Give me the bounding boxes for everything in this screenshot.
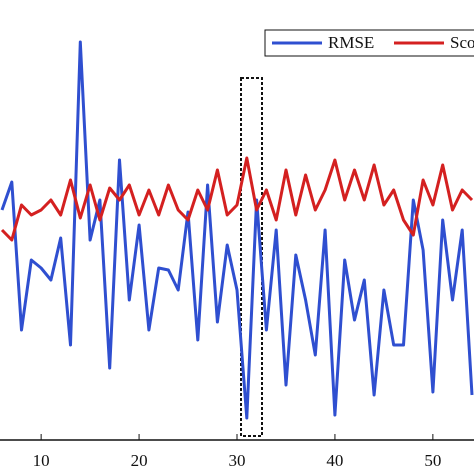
legend-label: RMSE xyxy=(328,33,374,52)
x-tick-label: 30 xyxy=(229,451,246,470)
legend-label: Sco xyxy=(450,33,474,52)
x-tick-label: 10 xyxy=(33,451,50,470)
series-line xyxy=(0,156,474,242)
series-line xyxy=(0,40,474,420)
x-tick-label: 40 xyxy=(326,451,343,470)
x-tick-label: 20 xyxy=(131,451,148,470)
plot-area xyxy=(0,40,474,420)
legend-items: RMSE Sco xyxy=(272,33,474,52)
x-tick-label: 50 xyxy=(424,451,441,470)
